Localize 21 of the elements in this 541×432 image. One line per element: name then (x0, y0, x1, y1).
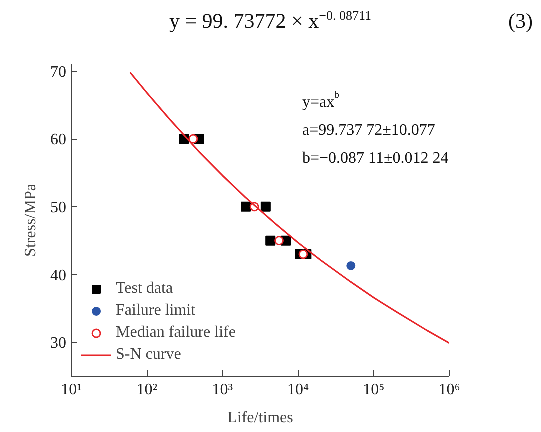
y-tick-label: 30 (50, 335, 66, 352)
text: (3) (508, 8, 533, 35)
y-tick-label: 70 (50, 64, 66, 81)
annotation: a=99.737 72±10.077 (302, 122, 436, 139)
x-tick-label: 10³ (212, 382, 234, 398)
y-tick-label: 40 (50, 267, 66, 284)
x-tick-label: 10⁵ (363, 382, 385, 398)
legend-label: Failure limit (116, 301, 196, 321)
y-axis-title: Stress/MPa (22, 184, 40, 257)
x-axis-title: Life/times (228, 410, 294, 426)
y-tick-label: 50 (50, 199, 66, 216)
y-tick-label: 60 (50, 132, 66, 149)
x-tick-label: 10¹ (61, 382, 82, 398)
x-tick-label: 10⁶ (438, 382, 460, 398)
annotation: b=−0.087 11±0.012 24 (302, 150, 449, 167)
x-tick-label: 10⁴ (288, 382, 310, 398)
legend-label: Median failure life (116, 323, 236, 343)
x-tick-label: 10² (136, 382, 158, 398)
legend-label: S-N curve (116, 345, 182, 365)
legend-label: Test data (116, 279, 174, 299)
chart-title: y = 99. 73772 × x$^{−0. 08711}$ (169, 8, 372, 33)
